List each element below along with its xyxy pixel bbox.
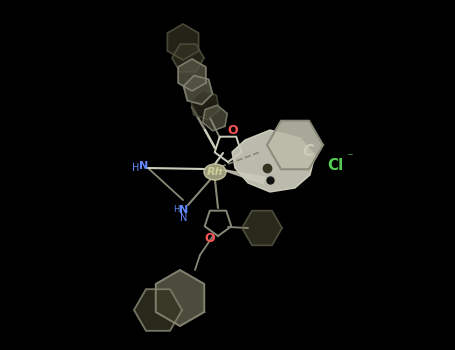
Polygon shape — [232, 130, 315, 192]
Text: O: O — [228, 124, 238, 136]
Text: N: N — [179, 205, 189, 215]
Polygon shape — [220, 169, 265, 184]
Polygon shape — [203, 105, 227, 131]
Text: Cl: Cl — [327, 159, 343, 174]
Polygon shape — [172, 44, 204, 72]
Polygon shape — [267, 121, 323, 169]
Polygon shape — [178, 59, 206, 91]
Text: C: C — [303, 145, 313, 160]
Text: O: O — [205, 232, 215, 245]
Text: N: N — [139, 161, 149, 171]
Polygon shape — [183, 76, 212, 105]
Polygon shape — [156, 270, 204, 326]
Polygon shape — [242, 211, 282, 245]
Ellipse shape — [204, 164, 226, 180]
Text: N: N — [180, 213, 187, 223]
Text: H: H — [173, 204, 179, 214]
Text: H: H — [132, 163, 140, 173]
Text: ⁻: ⁻ — [346, 152, 352, 164]
Text: Rh: Rh — [207, 167, 223, 177]
Polygon shape — [191, 90, 219, 120]
Polygon shape — [167, 24, 198, 60]
Polygon shape — [134, 289, 182, 331]
